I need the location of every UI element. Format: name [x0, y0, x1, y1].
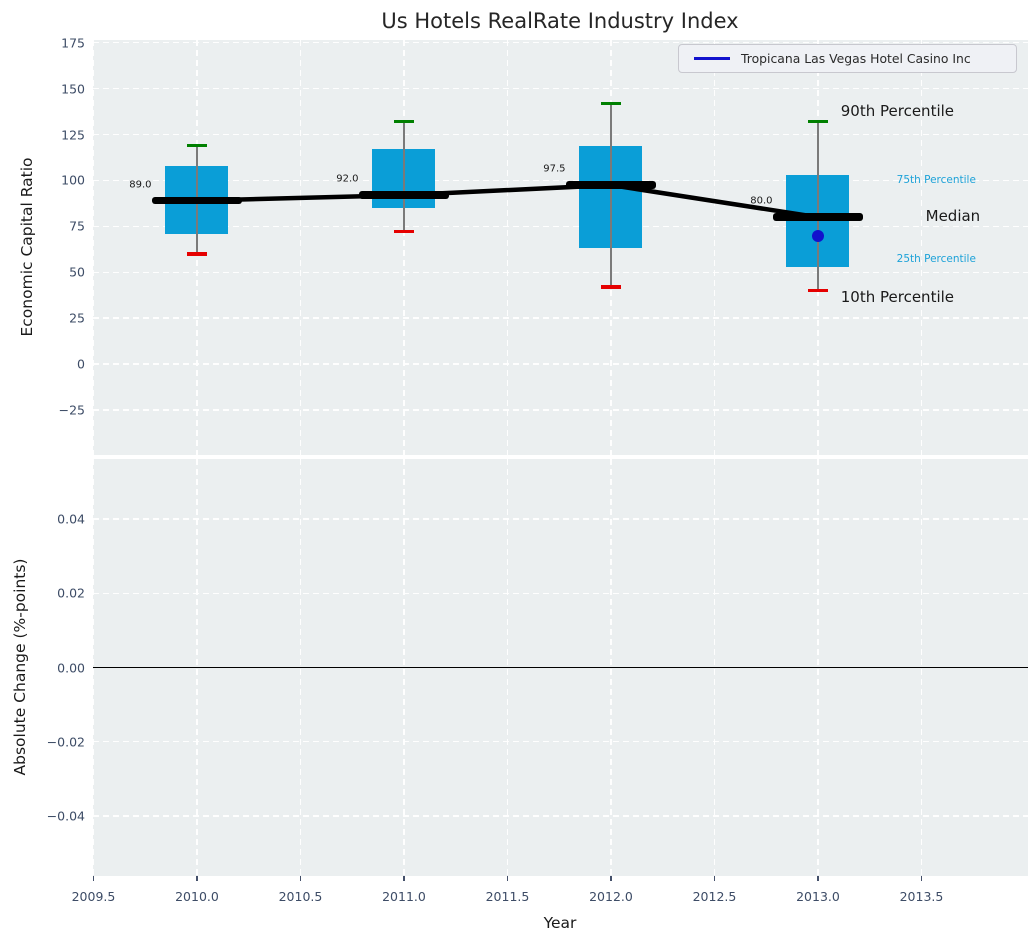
y-tick-label: 100 — [23, 173, 85, 188]
gridline — [93, 180, 1028, 181]
x-tick-mark — [714, 876, 715, 881]
annotation: 10th Percentile — [841, 288, 954, 306]
median-value-label-2011: 92.0 — [286, 174, 358, 185]
plot-layer: 175 150 125 100 75 50 25 0 −25 0.04 0.02 0.00 −0.02 −… — [0, 0, 1034, 942]
median-bar-2010 — [152, 197, 242, 205]
x-tick-label: 2010.0 — [175, 889, 219, 904]
company-point — [812, 230, 824, 242]
whisker-cap-low-2012 — [601, 285, 621, 288]
gridline — [507, 40, 508, 455]
gridline — [93, 593, 1028, 594]
y-tick-label: 50 — [23, 265, 85, 280]
x-tick-label: 2012.0 — [589, 889, 633, 904]
x-tick-label: 2010.5 — [279, 889, 323, 904]
median-value-label-2010: 89.0 — [79, 179, 151, 190]
gridline — [93, 317, 1028, 318]
x-tick-mark — [921, 876, 922, 881]
whisker-2011 — [403, 122, 404, 232]
whisker-cap-high-2012 — [601, 102, 621, 105]
x-tick-mark — [93, 876, 94, 881]
annotation: 90th Percentile — [841, 102, 954, 120]
x-tick-label: 2009.5 — [72, 889, 116, 904]
gridline — [93, 741, 1028, 742]
whisker-cap-high-2011 — [394, 120, 414, 123]
gridline — [93, 409, 1028, 410]
x-tick-mark — [403, 876, 404, 881]
gridline — [300, 40, 301, 455]
whisker-cap-low-2013 — [808, 289, 828, 292]
gridline — [93, 40, 94, 455]
median-value-label-2012: 97.5 — [493, 164, 565, 175]
gridline — [93, 134, 1028, 135]
gridline — [93, 88, 1028, 89]
zero-line — [93, 667, 1028, 669]
y-tick-label: −25 — [23, 403, 85, 418]
x-tick-mark — [196, 876, 197, 881]
legend-line-sample — [694, 57, 730, 60]
y-tick-label: 150 — [23, 81, 85, 96]
median-bar-2013 — [773, 213, 863, 221]
y-tick-label: 0.04 — [23, 512, 85, 527]
whisker-cap-high-2013 — [808, 120, 828, 123]
y-tick-label: −0.04 — [23, 808, 85, 823]
x-tick-mark — [300, 876, 301, 881]
x-tick-label: 2011.0 — [382, 889, 426, 904]
whisker-cap-high-2010 — [187, 144, 207, 147]
x-tick-label: 2013.0 — [796, 889, 840, 904]
gridline — [93, 363, 1028, 364]
whisker-cap-low-2011 — [394, 230, 414, 233]
legend: Tropicana Las Vegas Hotel Casino Inc — [678, 44, 1017, 73]
whisker-cap-low-2010 — [187, 252, 207, 255]
gridline — [93, 815, 1028, 816]
whisker-2012 — [610, 103, 611, 287]
gridline — [93, 518, 1028, 519]
median-value-label-2013: 80.0 — [700, 196, 772, 207]
figure: Us Hotels RealRate Industry Index Econom… — [0, 0, 1034, 942]
y-tick-label: −0.02 — [23, 734, 85, 749]
gridline — [403, 40, 404, 455]
x-tick-mark — [507, 876, 508, 881]
x-tick-label: 2011.5 — [486, 889, 530, 904]
y-tick-label: 125 — [23, 127, 85, 142]
x-tick-label: 2013.5 — [900, 889, 944, 904]
y-tick-label: 25 — [23, 311, 85, 326]
annotation: 75th Percentile — [897, 174, 976, 186]
x-tick-mark — [817, 876, 818, 881]
y-tick-label: 0.00 — [23, 660, 85, 675]
median-bar-2012 — [566, 181, 656, 189]
gridline — [714, 40, 715, 455]
gridline — [93, 272, 1028, 273]
annotation: Median — [926, 207, 981, 225]
x-tick-label: 2012.5 — [693, 889, 737, 904]
legend-label: Tropicana Las Vegas Hotel Casino Inc — [741, 51, 971, 66]
y-tick-label: 75 — [23, 219, 85, 234]
y-tick-label: 0 — [23, 357, 85, 372]
annotation: 25th Percentile — [897, 253, 976, 265]
whisker-2013 — [817, 122, 818, 291]
gridline — [93, 226, 1028, 227]
y-tick-label: 175 — [23, 35, 85, 50]
median-connect-line — [0, 0, 1034, 942]
y-tick-label: 0.02 — [23, 586, 85, 601]
x-tick-mark — [610, 876, 611, 881]
median-bar-2011 — [359, 191, 449, 199]
